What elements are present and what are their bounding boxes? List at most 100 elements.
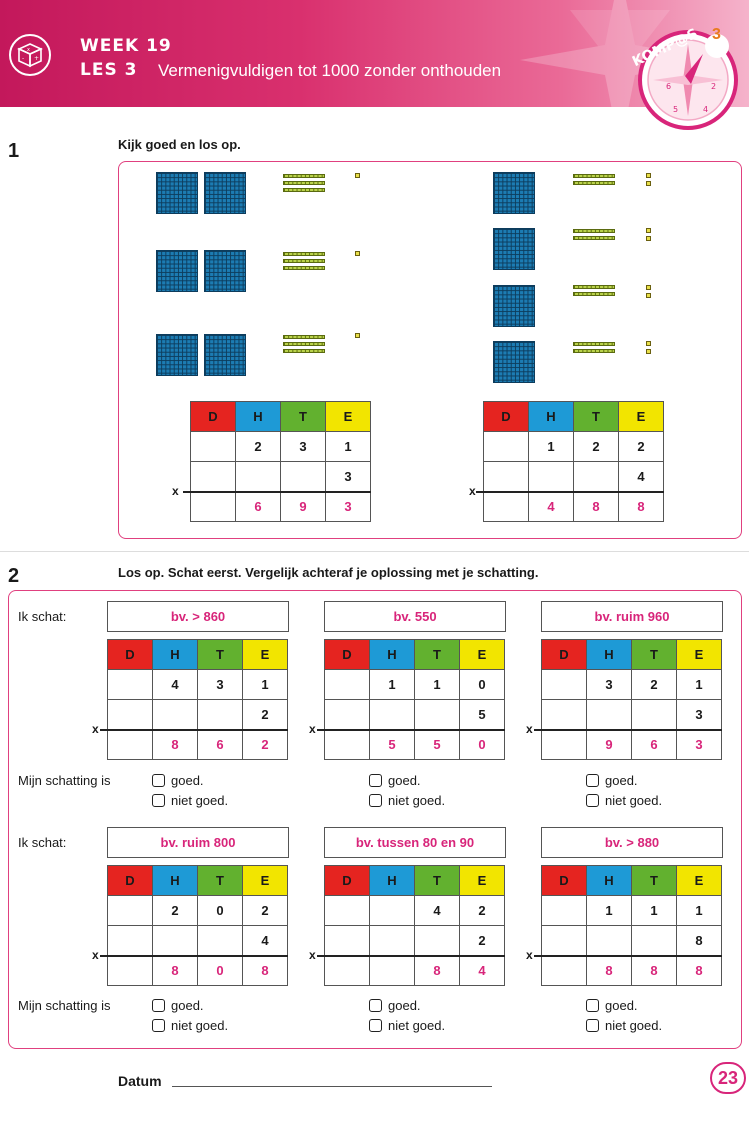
answer-cell[interactable]: 8 bbox=[631, 954, 677, 986]
answer-cell[interactable] bbox=[107, 728, 153, 760]
checkbox-not-good[interactable]: niet goed. bbox=[152, 793, 228, 808]
answer-cell[interactable] bbox=[190, 490, 236, 522]
col-d: D bbox=[541, 865, 587, 896]
checkbox-icon[interactable] bbox=[586, 1019, 599, 1032]
ten-rod-icon bbox=[283, 174, 325, 178]
answer-cell[interactable]: 5 bbox=[369, 728, 415, 760]
checkbox-icon[interactable] bbox=[586, 794, 599, 807]
answer-cell[interactable]: 2 bbox=[242, 728, 288, 760]
answer-cell[interactable]: 8 bbox=[152, 954, 198, 986]
answer-cell[interactable] bbox=[483, 490, 529, 522]
svg-text:-: - bbox=[22, 55, 24, 62]
estimate-field[interactable]: bv. > 880 bbox=[541, 827, 723, 858]
checkbox-not-good[interactable]: niet goed. bbox=[369, 793, 445, 808]
estimate-field[interactable]: bv. > 860 bbox=[107, 601, 289, 632]
answer-cell[interactable]: 6 bbox=[235, 490, 281, 522]
multiply-line bbox=[100, 955, 108, 957]
answer-cell[interactable]: 4 bbox=[528, 490, 574, 522]
cell bbox=[541, 895, 587, 926]
answer-cell[interactable]: 4 bbox=[459, 954, 505, 986]
answer-cell[interactable]: 8 bbox=[618, 490, 664, 522]
checkbox-not-good-label: niet goed. bbox=[388, 1018, 446, 1033]
cell bbox=[324, 925, 370, 956]
checkbox-icon[interactable] bbox=[152, 1019, 165, 1032]
cell bbox=[528, 461, 574, 492]
answer-cell[interactable] bbox=[324, 728, 370, 760]
multiply-line bbox=[317, 729, 325, 731]
datum-input-line[interactable] bbox=[172, 1086, 492, 1087]
estimate-field[interactable]: bv. ruim 960 bbox=[541, 601, 723, 632]
col-e: E bbox=[618, 401, 664, 432]
answer-cell[interactable] bbox=[541, 728, 587, 760]
checkbox-icon[interactable] bbox=[369, 794, 382, 807]
cell: 8 bbox=[676, 925, 722, 956]
cell bbox=[324, 669, 370, 700]
checkbox-not-good[interactable]: niet goed. bbox=[586, 1018, 662, 1033]
answer-cell[interactable]: 3 bbox=[325, 490, 371, 522]
estimate-field[interactable]: bv. tussen 80 en 90 bbox=[324, 827, 506, 858]
answer-cell[interactable] bbox=[541, 954, 587, 986]
answer-cell[interactable]: 0 bbox=[459, 728, 505, 760]
checkbox-good[interactable]: goed. bbox=[586, 998, 638, 1013]
multiply-line bbox=[534, 955, 542, 957]
answer-cell[interactable]: 8 bbox=[573, 490, 619, 522]
checkbox-icon[interactable] bbox=[586, 774, 599, 787]
estimate-field[interactable]: bv. 550 bbox=[324, 601, 506, 632]
cell bbox=[152, 699, 198, 730]
answer-cell[interactable]: 0 bbox=[197, 954, 243, 986]
cell bbox=[324, 895, 370, 926]
answer-cell[interactable]: 8 bbox=[152, 728, 198, 760]
cell: 2 bbox=[618, 431, 664, 462]
answer-cell[interactable]: 8 bbox=[676, 954, 722, 986]
answer-cell[interactable]: 8 bbox=[586, 954, 632, 986]
answer-cell[interactable] bbox=[324, 954, 370, 986]
checkbox-icon[interactable] bbox=[369, 1019, 382, 1032]
checkbox-not-good[interactable]: niet goed. bbox=[369, 1018, 445, 1033]
answer-cell[interactable]: 6 bbox=[197, 728, 243, 760]
hundred-block-icon bbox=[204, 334, 246, 376]
checkbox-good[interactable]: goed. bbox=[152, 998, 204, 1013]
unit-cube-icon bbox=[646, 236, 651, 241]
hundred-block-icon bbox=[204, 250, 246, 292]
answer-cell[interactable] bbox=[107, 954, 153, 986]
checkbox-not-good[interactable]: niet goed. bbox=[152, 1018, 228, 1033]
estimate-field[interactable]: bv. ruim 800 bbox=[107, 827, 289, 858]
checkbox-good[interactable]: goed. bbox=[152, 773, 204, 788]
hundred-block-icon bbox=[156, 334, 198, 376]
checkbox-icon[interactable] bbox=[152, 774, 165, 787]
cell bbox=[631, 699, 677, 730]
answer-cell[interactable]: 5 bbox=[414, 728, 460, 760]
checkbox-good[interactable]: goed. bbox=[369, 773, 421, 788]
checkbox-icon[interactable] bbox=[152, 794, 165, 807]
answer-cell[interactable]: 8 bbox=[414, 954, 460, 986]
svg-text:6: 6 bbox=[666, 82, 671, 91]
answer-cell[interactable] bbox=[369, 954, 415, 986]
multiply-line bbox=[534, 729, 542, 731]
col-t: T bbox=[197, 639, 243, 670]
col-e: E bbox=[242, 865, 288, 896]
ten-rod-icon bbox=[573, 229, 615, 233]
multiply-sign: x bbox=[92, 948, 99, 962]
answer-cell[interactable]: 9 bbox=[586, 728, 632, 760]
checkbox-icon[interactable] bbox=[369, 774, 382, 787]
checkbox-good[interactable]: goed. bbox=[369, 998, 421, 1013]
cell: 2 bbox=[152, 895, 198, 926]
multiply-sign: x bbox=[92, 722, 99, 736]
checkbox-icon[interactable] bbox=[369, 999, 382, 1012]
checkbox-not-good[interactable]: niet goed. bbox=[586, 793, 662, 808]
answer-cell[interactable]: 6 bbox=[631, 728, 677, 760]
unit-cube-icon bbox=[646, 285, 651, 290]
checkbox-icon[interactable] bbox=[586, 999, 599, 1012]
checkbox-icon[interactable] bbox=[152, 999, 165, 1012]
answer-cell[interactable]: 8 bbox=[242, 954, 288, 986]
answer-cell[interactable]: 3 bbox=[676, 728, 722, 760]
col-d: D bbox=[541, 639, 587, 670]
checkbox-good-label: goed. bbox=[388, 773, 421, 788]
checkbox-good[interactable]: goed. bbox=[586, 773, 638, 788]
cell: 4 bbox=[242, 925, 288, 956]
answer-cell[interactable]: 9 bbox=[280, 490, 326, 522]
